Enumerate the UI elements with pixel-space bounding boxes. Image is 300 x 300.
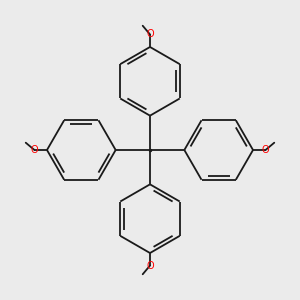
Text: O: O [31,145,38,155]
Text: O: O [146,261,154,271]
Text: O: O [146,29,154,39]
Text: O: O [262,145,269,155]
